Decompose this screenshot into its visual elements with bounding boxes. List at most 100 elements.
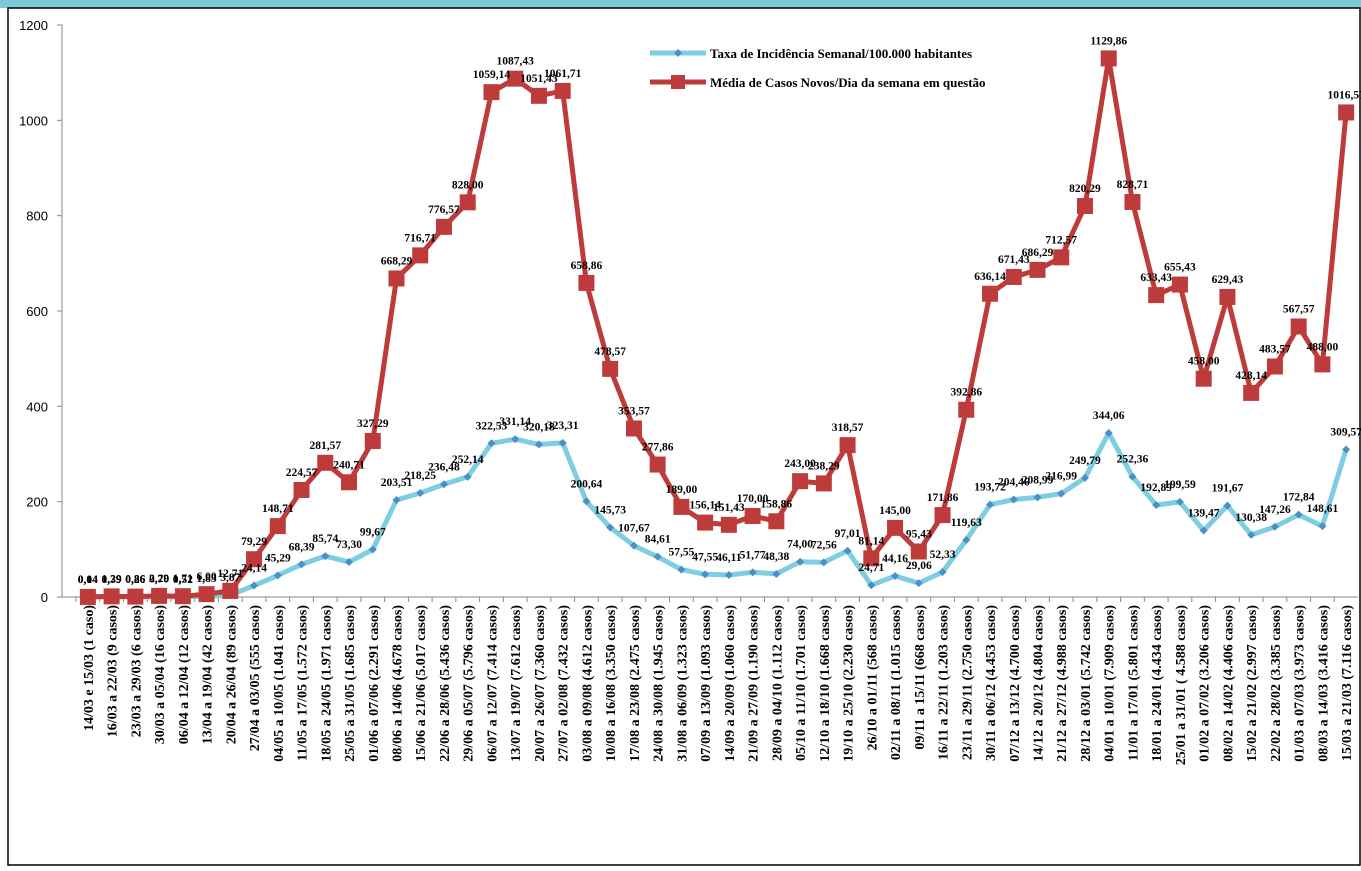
data-label: 151,43 bbox=[713, 502, 745, 514]
x-tick-label: 28/12 a 03/01 (5.742 casos) bbox=[1079, 605, 1094, 762]
data-label: 224,57 bbox=[286, 467, 318, 479]
y-tick-label: 400 bbox=[26, 399, 48, 414]
square-marker bbox=[1029, 261, 1046, 278]
square-marker bbox=[839, 437, 856, 454]
x-tick-label: 02/11 a 08/11 (1.015 casos) bbox=[889, 605, 904, 761]
data-label: 633,43 bbox=[1140, 272, 1172, 284]
diamond-marker bbox=[606, 523, 615, 532]
diamond-marker bbox=[867, 581, 876, 590]
x-tick-label: 16/03 a 22/03 (9 casos) bbox=[106, 605, 121, 738]
data-label: 1059,14 bbox=[473, 69, 511, 81]
diamond-marker bbox=[558, 438, 567, 447]
data-label: 483,57 bbox=[1259, 343, 1291, 355]
y-tick-label: 0 bbox=[41, 590, 48, 605]
diamond-marker bbox=[819, 558, 828, 567]
diamond-marker bbox=[1080, 473, 1089, 482]
x-tick-label: 26/10 a 01/11 (568 casos) bbox=[865, 605, 880, 751]
data-label: 0,04 bbox=[78, 574, 98, 586]
data-label: 318,57 bbox=[832, 422, 864, 434]
diamond-marker bbox=[250, 581, 259, 590]
data-label: 1129,86 bbox=[1090, 35, 1127, 47]
data-label: 327,29 bbox=[357, 418, 389, 430]
data-label: 204,46 bbox=[998, 477, 1030, 489]
square-marker bbox=[934, 507, 951, 524]
x-tick-label: 25/01 a 31/01 ( 4.588 casos) bbox=[1174, 605, 1189, 766]
data-label: 344,06 bbox=[1093, 410, 1125, 422]
data-label: 79,29 bbox=[241, 536, 267, 548]
x-tick-label: 22/02 a 28/02 (3.385 casos) bbox=[1269, 605, 1284, 762]
data-label: 191,67 bbox=[1212, 483, 1244, 495]
square-marker bbox=[317, 454, 334, 471]
data-label: 81,14 bbox=[858, 535, 884, 547]
x-tick-label: 13/04 a 19/04 (42 casos) bbox=[201, 605, 216, 745]
x-tick-label: 16/11 a 22/11 (1.203 casos) bbox=[937, 605, 952, 761]
square-marker bbox=[578, 274, 595, 291]
diamond-marker bbox=[724, 571, 733, 580]
data-label: 139,47 bbox=[1188, 508, 1220, 520]
data-label: 203,51 bbox=[381, 477, 413, 489]
data-label: 686,29 bbox=[1022, 247, 1054, 259]
diamond-marker bbox=[321, 552, 330, 561]
data-label: 658,86 bbox=[571, 260, 603, 272]
square-marker bbox=[1148, 287, 1165, 304]
data-label: 488,00 bbox=[1307, 341, 1339, 353]
square-marker bbox=[1195, 370, 1212, 387]
x-tick-label: 20/04 a 26/04 (89 casos) bbox=[224, 605, 239, 745]
data-label: 145,73 bbox=[594, 505, 626, 517]
data-label: 107,67 bbox=[618, 523, 650, 535]
x-tick-label: 20/07 a 26/07 (7.360 casos) bbox=[533, 605, 548, 762]
square-marker bbox=[483, 84, 500, 101]
x-tick-label: 01/02 a 07/02 (3.206 casos) bbox=[1198, 605, 1213, 762]
square-marker bbox=[459, 194, 476, 211]
data-label: 84,61 bbox=[645, 534, 671, 546]
data-label: 655,43 bbox=[1164, 262, 1196, 274]
diamond-marker bbox=[273, 571, 282, 580]
diamond-marker bbox=[938, 568, 947, 577]
data-label: 156,14 bbox=[689, 500, 721, 512]
square-marker bbox=[412, 247, 429, 264]
square-marker bbox=[673, 498, 690, 515]
data-label: 148,71 bbox=[262, 503, 294, 515]
square-marker bbox=[341, 474, 358, 491]
data-label: 0,86 bbox=[125, 574, 145, 586]
diamond-marker bbox=[1270, 522, 1279, 531]
diamond-marker bbox=[416, 488, 425, 497]
data-label: 428,14 bbox=[1235, 370, 1267, 382]
diamond-marker bbox=[1175, 497, 1184, 506]
data-label: 189,00 bbox=[666, 484, 698, 496]
y-tick-label: 600 bbox=[26, 304, 48, 319]
data-label: 158,86 bbox=[761, 498, 793, 510]
x-tick-label: 10/08 a 16/08 (3.350 casos) bbox=[604, 605, 619, 762]
data-label: 0,39 bbox=[102, 574, 122, 586]
data-label: 238,29 bbox=[808, 460, 840, 472]
data-label: 353,57 bbox=[618, 405, 650, 417]
diamond-marker bbox=[796, 557, 805, 566]
data-label: 277,86 bbox=[642, 442, 674, 454]
chart-frame bbox=[7, 7, 1361, 866]
diamond-marker bbox=[1128, 472, 1137, 481]
data-label: 1051,43 bbox=[520, 73, 558, 85]
x-tick-label: 27/07 a 02/08 (7.432 casos) bbox=[557, 605, 572, 762]
data-label: 148,61 bbox=[1307, 503, 1339, 515]
square-marker bbox=[602, 360, 619, 377]
data-label: 323,31 bbox=[547, 420, 579, 432]
square-marker bbox=[792, 473, 809, 490]
diamond-marker bbox=[582, 497, 591, 506]
square-marker bbox=[530, 87, 547, 104]
x-tick-label: 13/07 a 19/07 (7.612 casos) bbox=[509, 605, 524, 762]
square-marker bbox=[388, 270, 405, 287]
square-marker bbox=[507, 70, 524, 87]
x-tick-label: 15/02 a 21/02 (2.997 casos) bbox=[1245, 605, 1260, 762]
data-label: 320,18 bbox=[523, 421, 555, 433]
x-tick-label: 07/09 a 13/09 (1.093 casos) bbox=[699, 605, 714, 762]
x-tick-label: 18/05 a 24/05 (1.971 casos) bbox=[319, 605, 334, 762]
x-tick-label: 14/09 a 20/09 (1.060 casos) bbox=[723, 605, 738, 762]
x-tick-label: 30/03 a 05/04 (16 casos) bbox=[153, 605, 168, 745]
x-tick-label: 27/04 a 03/05 (555 casos) bbox=[248, 605, 263, 752]
x-tick-label: 14/03 e 15/03 (1 caso) bbox=[82, 605, 97, 731]
square-marker bbox=[1219, 288, 1236, 305]
square-marker bbox=[1290, 318, 1307, 335]
square-marker bbox=[103, 588, 120, 605]
diamond-marker bbox=[1104, 428, 1113, 437]
